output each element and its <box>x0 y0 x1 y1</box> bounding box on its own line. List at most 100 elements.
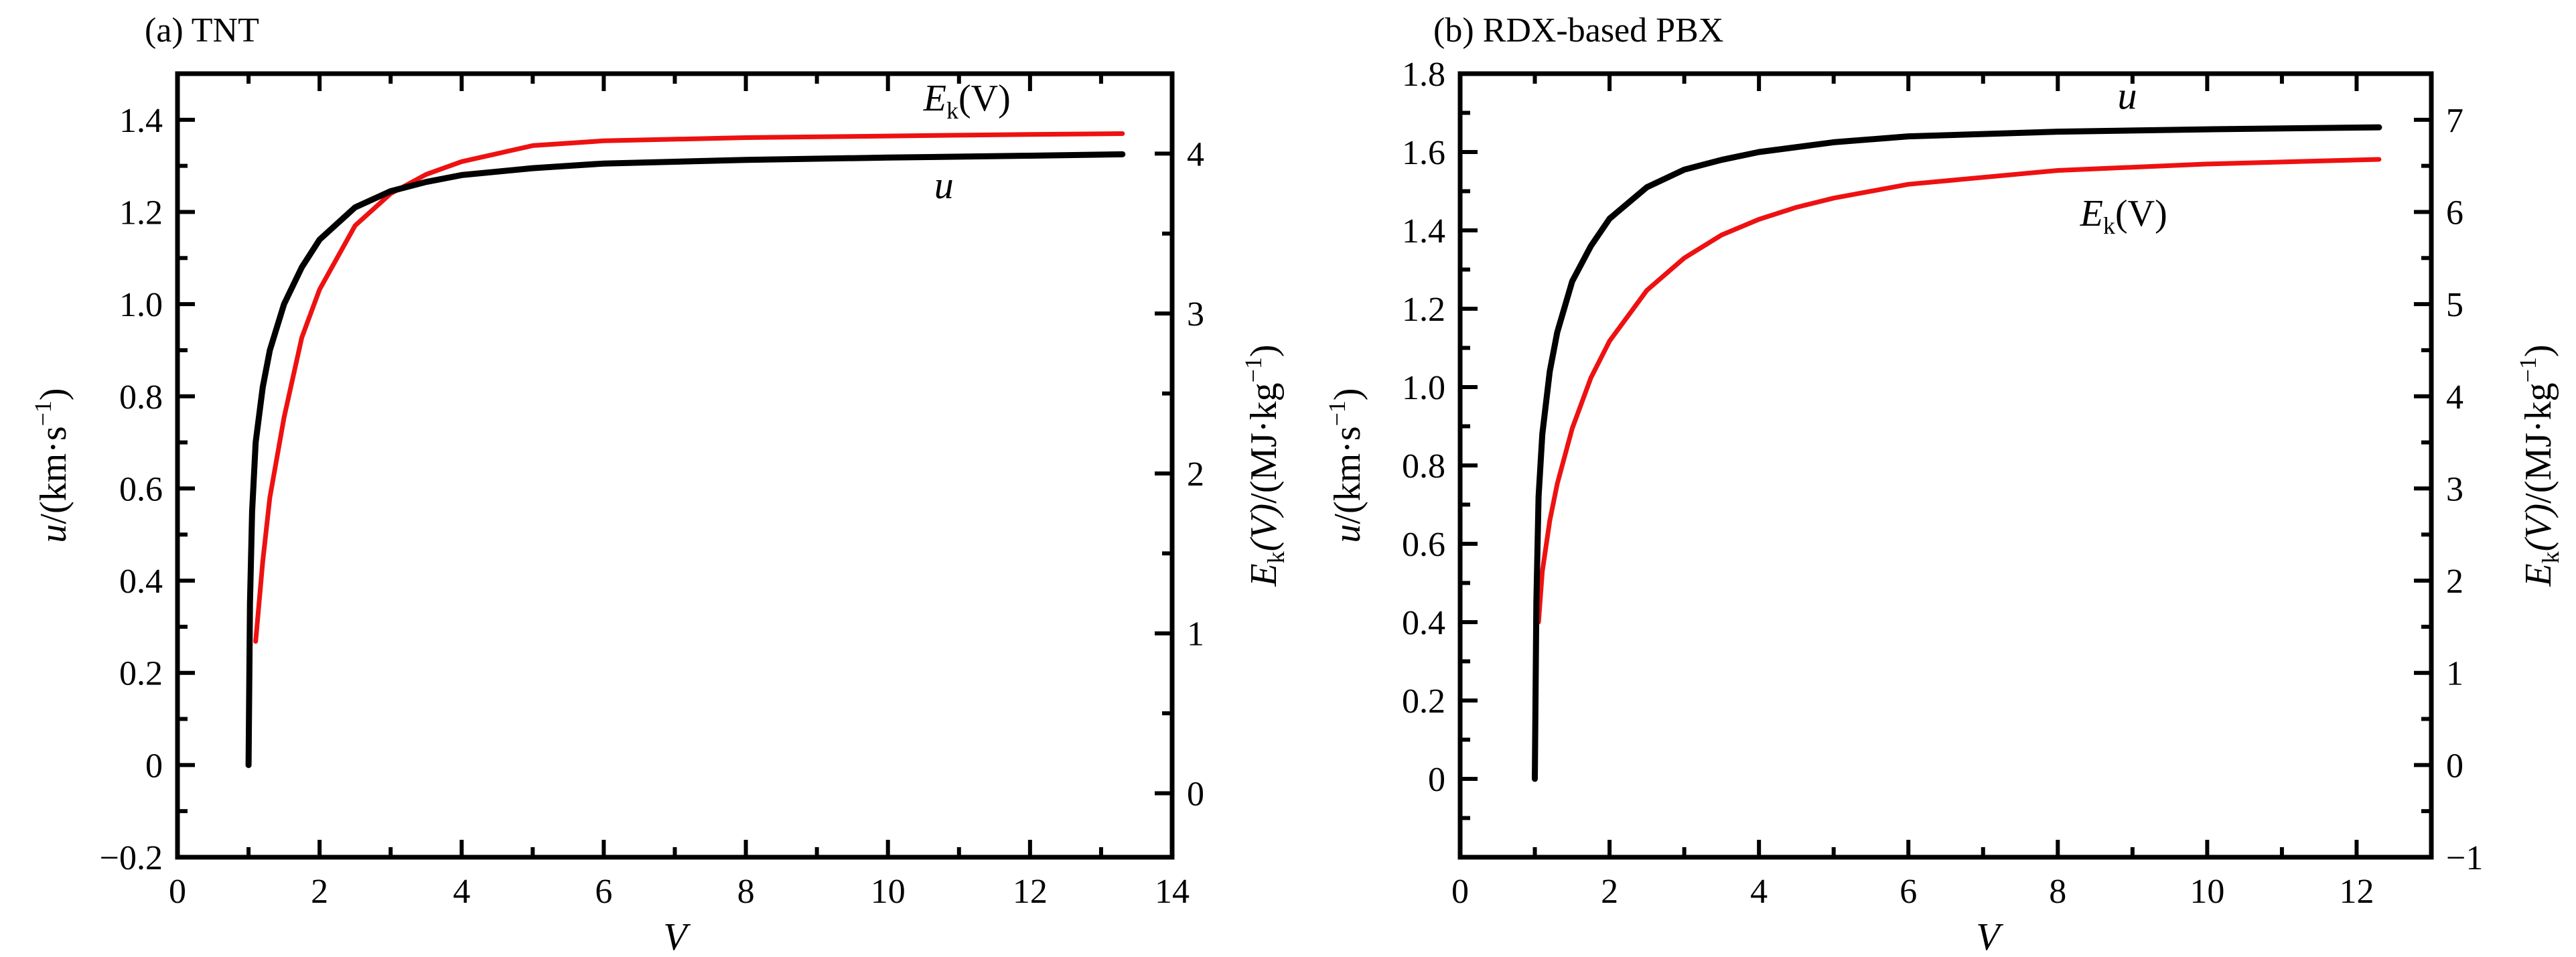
panel-b-right-tick-label: 0 <box>2446 747 2463 785</box>
panel-a-x-tick-label: 2 <box>311 873 328 911</box>
panel-a-left-axis-label-unit: /(km·s <box>33 426 74 524</box>
panel-a-right-axis-label-close: ) <box>1243 344 1285 357</box>
panel-a-ek-annotation-arg: (V) <box>958 78 1011 119</box>
panel-b-left-tick-label: 1.6 <box>1402 134 1445 172</box>
panel-b-right-axis-label-sub: k <box>2537 551 2564 563</box>
panel-a-right-tick-label: 4 <box>1187 135 1204 173</box>
panel-a-right-axis-label-sup: −1 <box>1240 357 1267 382</box>
panel-a-left-tick-label: 0 <box>145 747 163 785</box>
panel-a-left-axis-label-symbol: u <box>33 524 74 543</box>
panel-b-right-tick-label: 7 <box>2446 102 2463 140</box>
panel-b-left-axis-label-sup: −1 <box>1323 400 1350 426</box>
panel-b-x-ticks: 0 2 4 6 8 10 12 <box>1451 74 2433 911</box>
panel-b-x-tick-label: 6 <box>1900 873 1917 911</box>
panel-b-right-tick-label: 4 <box>2446 378 2463 417</box>
panel-a-left-tick-label: 0.4 <box>119 563 163 601</box>
panel-b-left-tick-label: 0.8 <box>1402 447 1445 486</box>
panel-a-x-tick-label: 8 <box>737 873 755 911</box>
panel-b-right-axis-label-sup: −1 <box>2514 357 2541 382</box>
panel-b-x-tick-label: 8 <box>2049 873 2066 911</box>
panel-b-left-tick-label: 0.2 <box>1402 682 1445 721</box>
panel-b-ek-annotation-symbol: E <box>2080 193 2103 234</box>
panel-b-black-series <box>1532 124 2382 782</box>
panel-a-red-series <box>253 131 1125 644</box>
panel-b-x-axis-label: V <box>1976 915 2004 957</box>
panel-b-left-tick-label: 1.0 <box>1402 369 1445 407</box>
panel-b-series-ek-line <box>1536 157 2382 625</box>
panel-b-plot-frame <box>1457 71 2434 860</box>
panel-b-right-tick-label: 5 <box>2446 286 2463 324</box>
panel-b-left-tick-label: 1.2 <box>1402 291 1445 329</box>
panel-a-left-axis-label-sup: −1 <box>29 400 56 426</box>
panel-b-title: (b) RDX-based PBX <box>1433 11 1723 50</box>
panel-a-right-tick-label: 0 <box>1187 775 1204 813</box>
panel-b-ek-annotation-sub: k <box>2103 212 2115 239</box>
panel-b-x-tick-label: 2 <box>1601 873 1618 911</box>
panel-a-right-tick-label: 1 <box>1187 615 1204 654</box>
panel-b-left-tick-label: 0.4 <box>1402 604 1445 642</box>
panel-a-x-tick-label: 14 <box>1155 873 1190 911</box>
panel-a-u-annotation: u <box>934 163 954 207</box>
panel-b-right-axis-label-arg: (V) <box>2518 504 2559 552</box>
panel-a-left-axis-label-close: ) <box>33 388 74 400</box>
panel-a-right-axis-label-symbol: E <box>1243 563 1285 587</box>
panel-b: (b) RDX-based PBX 0 2 4 6 8 10 12 00.20.40.60.… <box>1323 11 2564 957</box>
panel-b-right-axis-label-unit: /(MJ·kg <box>2518 382 2559 503</box>
panel-a-right-axis-label-arg: (V) <box>1243 504 1285 552</box>
panel-a-left-ticks: −0.2 0 0.2 0.4 0.6 0.8 1.0 1.2 1.4 <box>100 72 195 877</box>
panel-a-right-ticks: 0 1 2 3 4 <box>1155 72 1204 813</box>
panel-a-right-tick-label: 3 <box>1187 295 1204 334</box>
panel-b-left-tick-label: 0.6 <box>1402 526 1445 564</box>
panel-a-series-ek-line <box>253 131 1125 644</box>
panel-a-x-tick-label: 6 <box>595 873 612 911</box>
panel-a-left-tick-label: 1.2 <box>119 194 163 232</box>
panel-b-left-axis-label: u/(km·s−1) <box>1323 388 1368 542</box>
panel-b-left-tick-label: 0 <box>1428 761 1445 799</box>
panel-a-x-tick-label: 10 <box>871 873 906 911</box>
panel-b-red-series <box>1536 157 2382 625</box>
panel-b-left-ticks: 0 0.2 0.4 0.6 0.8 1.0 1.2 1.4 1.6 1.8 <box>1402 56 1478 859</box>
panel-a-left-tick-label: 0.8 <box>119 378 163 417</box>
panel-a-title: (a) TNT <box>145 11 259 50</box>
panel-b-right-ticks: −1 0 1 2 3 4 5 6 7 <box>2414 72 2483 877</box>
panel-b-left-tick-label: 1.8 <box>1402 56 1445 94</box>
panel-b-left-axis-label-symbol: u <box>1327 524 1368 543</box>
panel-b-right-tick-label: 1 <box>2446 655 2463 693</box>
panel-b-right-tick-label: 2 <box>2446 563 2463 601</box>
panel-b-right-tick-label: 6 <box>2446 194 2463 232</box>
panel-b-right-axis-label-close: ) <box>2518 344 2559 357</box>
panel-b-right-axis-label: Ek(V)/(MJ·kg−1) <box>2514 344 2564 587</box>
panel-a-right-tick-label: 2 <box>1187 455 1204 494</box>
panel-b-x-tick-label: 4 <box>1750 873 1768 911</box>
panel-b-left-tick-label: 1.4 <box>1402 212 1445 250</box>
panel-a-left-tick-label: 1.0 <box>119 286 163 324</box>
panel-a-x-axis-label: V <box>663 915 691 957</box>
panel-b-x-tick-label: 0 <box>1451 873 1469 911</box>
panel-b-ek-annotation: Ek(V) <box>2080 193 2167 239</box>
panel-b-right-axis-label-symbol: E <box>2518 563 2559 587</box>
panel-b-x-tick-label: 10 <box>2190 873 2224 911</box>
panel-b-right-tick-label: −1 <box>2446 839 2483 877</box>
panel-a-black-series <box>245 151 1126 768</box>
panel-a-series-u-line <box>245 151 1126 768</box>
panel-a-plot-frame <box>175 71 1175 860</box>
panel-b-u-annotation: u <box>2118 74 2137 118</box>
panel-a-x-ticks: 0 2 4 6 8 10 12 14 <box>169 74 1190 911</box>
panel-a-left-tick-label: −0.2 <box>100 839 163 877</box>
panel-a-ek-annotation: Ek(V) <box>923 78 1011 124</box>
panel-b-right-tick-label: 3 <box>2446 470 2463 508</box>
panel-a-x-tick-label: 12 <box>1013 873 1048 911</box>
panel-a-ek-annotation-sub: k <box>946 97 958 124</box>
panel-a-x-tick-label: 0 <box>169 873 186 911</box>
panel-b-left-axis-label-close: ) <box>1327 388 1368 400</box>
panel-b-left-axis-label-unit: /(km·s <box>1327 426 1368 524</box>
panel-b-x-tick-label: 12 <box>2339 873 2374 911</box>
panel-a: (a) TNT 0 2 4 6 8 10 12 14 −0.200.20.40.60.81.0… <box>29 11 1289 957</box>
panel-a-right-axis-label-sub: k <box>1263 551 1289 563</box>
panel-a-left-tick-label: 0.2 <box>119 655 163 693</box>
panel-a-left-axis-label: u/(km·s−1) <box>29 388 74 542</box>
panel-a-left-tick-label: 1.4 <box>119 102 163 140</box>
panel-a-right-axis-label: Ek(V)/(MJ·kg−1) <box>1240 344 1289 587</box>
panel-a-left-tick-label: 0.6 <box>119 470 163 508</box>
